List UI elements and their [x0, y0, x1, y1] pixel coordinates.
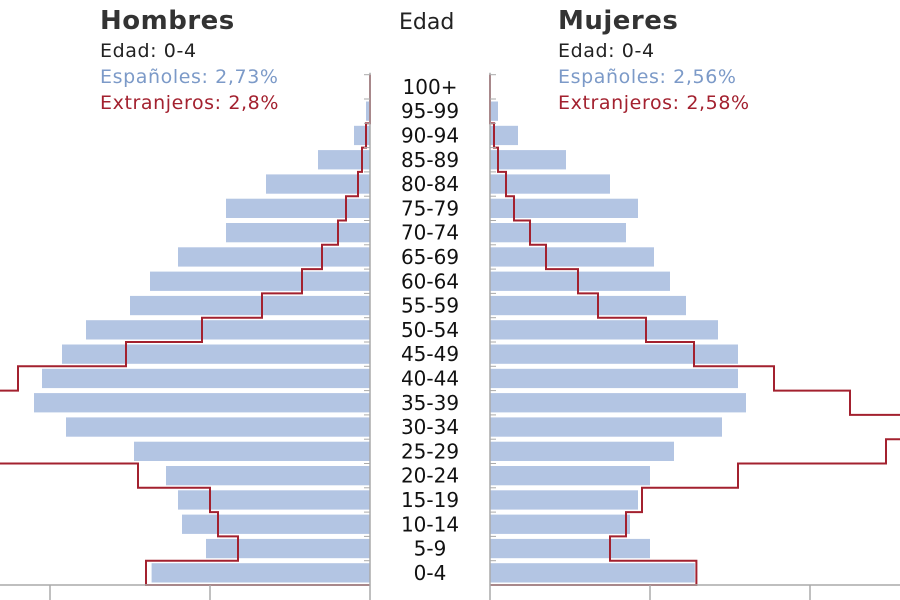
age-label-75-79: 75-79 — [401, 196, 459, 220]
age-label-35-39: 35-39 — [401, 391, 459, 415]
axes-group — [0, 72, 900, 600]
women-title: Mujeres — [558, 6, 679, 36]
bar-men-spanish-30-34 — [66, 417, 370, 437]
foreign-lines-group — [0, 74, 900, 586]
bar-women-spanish-90-94 — [490, 125, 518, 146]
bar-women-spanish-35-39 — [490, 393, 746, 413]
bar-women-spanish-85-89 — [490, 150, 566, 170]
age-label-95-99: 95-99 — [401, 99, 459, 123]
age-axis-title: Edad — [399, 10, 455, 35]
men-spanish-label: Españoles: 2,73% — [100, 66, 279, 88]
bar-women-spanish-55-59 — [490, 295, 686, 316]
women-foreign-label: Extranjeros: 2,58% — [558, 92, 750, 114]
age-labels-group: 0-45-910-1415-1920-2425-2930-3435-3940-4… — [401, 75, 459, 585]
bar-women-spanish-45-49 — [490, 344, 738, 364]
men-age-label: Edad: 0-4 — [100, 40, 197, 62]
bar-women-spanish-70-74 — [490, 223, 626, 243]
bar-men-spanish-60-64 — [150, 271, 370, 291]
age-label-65-69: 65-69 — [401, 245, 459, 269]
bar-men-spanish-40-44 — [42, 368, 370, 389]
bar-men-spanish-15-19 — [178, 490, 370, 510]
age-label-60-64: 60-64 — [401, 269, 459, 293]
line-women-foreign — [489, 74, 900, 586]
men-foreign-label: Extranjeros: 2,8% — [100, 92, 279, 114]
bar-women-spanish-95-99 — [490, 101, 498, 121]
bar-men-spanish-70-74 — [226, 223, 370, 243]
women-spanish-label: Españoles: 2,56% — [558, 66, 737, 88]
bar-women-spanish-60-64 — [490, 271, 670, 291]
bar-men-spanish-5-9 — [206, 538, 370, 559]
bar-men-spanish-25-29 — [134, 441, 370, 461]
bar-men-spanish-95-99 — [366, 101, 370, 121]
bar-men-spanish-35-39 — [34, 393, 370, 413]
bar-women-spanish-80-84 — [490, 174, 610, 194]
age-label-85-89: 85-89 — [401, 148, 459, 172]
bar-men-spanish-75-79 — [226, 198, 370, 218]
bar-women-spanish-50-54 — [490, 320, 718, 340]
bar-men-spanish-20-24 — [166, 466, 370, 486]
bar-men-spanish-0-4 — [151, 563, 370, 583]
bar-women-spanish-20-24 — [490, 466, 650, 486]
age-label-5-9: 5-9 — [414, 537, 447, 561]
age-label-50-54: 50-54 — [401, 318, 459, 342]
age-label-0-4: 0-4 — [414, 561, 447, 585]
bar-women-spanish-40-44 — [490, 368, 738, 389]
age-label-55-59: 55-59 — [401, 294, 459, 318]
bar-men-spanish-80-84 — [266, 174, 370, 194]
age-label-80-84: 80-84 — [401, 172, 459, 196]
men-title: Hombres — [100, 6, 235, 36]
bar-women-spanish-10-14 — [490, 514, 630, 534]
bar-women-spanish-5-9 — [490, 538, 650, 559]
bar-men-spanish-45-49 — [62, 344, 370, 364]
bar-men-spanish-10-14 — [182, 514, 370, 534]
bar-women-spanish-15-19 — [490, 490, 638, 510]
bar-men-spanish-55-59 — [130, 295, 370, 316]
age-label-100+: 100+ — [403, 75, 458, 99]
women-age-label: Edad: 0-4 — [558, 40, 655, 62]
bar-men-spanish-50-54 — [86, 320, 370, 340]
age-label-20-24: 20-24 — [401, 464, 459, 488]
age-label-30-34: 30-34 — [401, 415, 459, 439]
bar-women-spanish-25-29 — [490, 441, 674, 461]
age-label-45-49: 45-49 — [401, 342, 459, 366]
bar-women-spanish-65-69 — [490, 247, 654, 267]
bar-women-spanish-30-34 — [490, 417, 722, 437]
bar-women-spanish-75-79 — [490, 198, 638, 218]
line-men-foreign — [0, 74, 371, 586]
bar-men-spanish-65-69 — [178, 247, 370, 267]
age-label-25-29: 25-29 — [401, 439, 459, 463]
age-label-40-44: 40-44 — [401, 366, 459, 390]
bar-men-spanish-85-89 — [318, 150, 370, 170]
age-label-90-94: 90-94 — [401, 123, 459, 147]
bar-men-spanish-90-94 — [354, 125, 370, 146]
spanish-bars-group — [34, 101, 746, 583]
age-label-15-19: 15-19 — [401, 488, 459, 512]
age-label-10-14: 10-14 — [401, 512, 459, 536]
age-label-70-74: 70-74 — [401, 221, 459, 245]
bar-women-spanish-0-4 — [490, 563, 695, 583]
